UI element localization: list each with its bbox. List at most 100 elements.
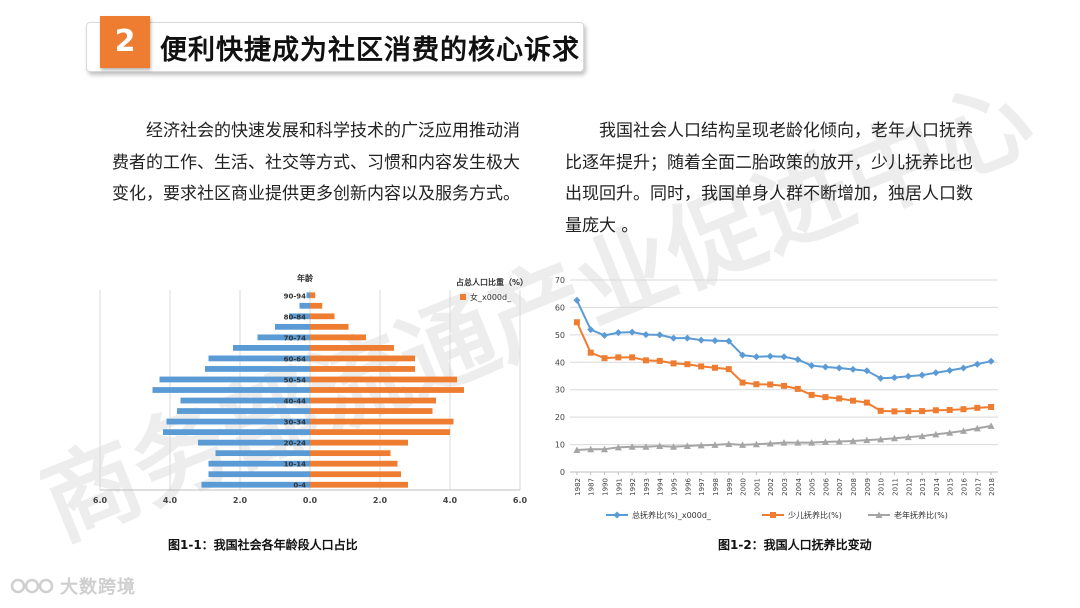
line-chart-point (698, 363, 705, 370)
line-chart-point (753, 381, 760, 388)
pyramid-bar-female (310, 387, 464, 393)
line-chart-x-tick-label: 1996 (684, 477, 692, 495)
pyramid-bar-male (177, 408, 310, 414)
pyramid-bar-female (310, 313, 335, 320)
line-chart-point (684, 361, 691, 368)
line-chart-point (656, 331, 664, 339)
line-chart-point (960, 406, 967, 413)
line-chart-x-tick-label: 2015 (947, 478, 955, 496)
line-chart-x-tick-label: 2017 (974, 478, 982, 496)
line-chart-x-tick-label: 1999 (726, 478, 734, 496)
pyramid-x-tick-label: 2.0 (233, 496, 248, 505)
line-chart-point (794, 356, 802, 364)
line-chart-point (890, 434, 898, 442)
pyramid-bar-male (166, 418, 310, 425)
pyramid-y-tick-label: 70-74 (284, 334, 307, 342)
line-chart-point (725, 440, 733, 448)
line-chart-point (739, 351, 747, 359)
line-chart-point (877, 407, 884, 414)
line-chart-point (877, 435, 885, 443)
line-chart-y-tick-label: 70 (555, 276, 565, 285)
line-chart-point (711, 441, 719, 448)
pyramid-bar-male (257, 334, 310, 341)
line-chart-point (642, 357, 649, 364)
pyramid-y-tick-label: 60-64 (284, 355, 307, 363)
pyramid-y-tick-label: 90-94 (284, 292, 307, 300)
line-chart-point (877, 374, 885, 382)
line-chart-legend-label: 老年抚养比(%) (894, 510, 948, 520)
line-chart-point (767, 381, 774, 388)
line-chart-point (863, 436, 871, 444)
line-chart-x-tick-label: 2009 (864, 478, 872, 496)
pyramid-legend-title: 占总人口比重（%） (456, 277, 528, 287)
pyramid-bar-female (310, 397, 436, 404)
line-chart-point (725, 337, 733, 345)
pyramid-y-tick-label: 30-34 (284, 419, 307, 427)
paragraph-right: 我国社会人口结构呈现老龄化倾向，老年人口抚养比逐年提升；随着全面二胎政策的放开，… (565, 121, 973, 236)
line-chart-point (904, 372, 912, 380)
pyramid-x-tick-label: 0.0 (303, 496, 318, 505)
line-chart-point (670, 334, 678, 342)
pyramid-bar-female (310, 418, 454, 425)
line-chart-point (656, 357, 663, 364)
pyramid-x-tick-label: 4.0 (163, 496, 178, 505)
dependency-ratio-line-chart: 0 10 20 30 40 50 60 70 1982 1987 1990 1991 1992 1993 1… (555, 276, 998, 520)
line-chart-x-tick-label: 1982 (574, 478, 582, 496)
brand-logo-icon (10, 578, 54, 594)
line-chart-point (959, 427, 967, 434)
pyramid-bar-male (299, 302, 310, 309)
pyramid-bar-male (208, 460, 310, 467)
line-chart-point (587, 445, 595, 453)
line-chart-x-tick-label: 2002 (767, 478, 775, 496)
line-chart-point (587, 349, 594, 356)
line-chart-point (683, 334, 691, 342)
line-chart-x-tick-label: 1997 (698, 478, 706, 496)
line-chart-x-tick-label: 2008 (850, 478, 858, 496)
line-chart-point (932, 369, 940, 377)
line-chart-y-tick-label: 40 (555, 358, 565, 367)
line-chart-legend-marker (770, 512, 776, 518)
line-chart-point (615, 354, 622, 361)
line-chart-point (987, 422, 995, 429)
pyramid-legend-entry: 女_x000d_ (470, 292, 512, 302)
pyramid-x-tick-label: 6.0 (93, 496, 108, 505)
line-chart-x-tick-label: 2003 (781, 478, 789, 496)
line-chart-x-tick-label: 2016 (960, 477, 968, 495)
pyramid-y-tick-label: 10-14 (284, 461, 307, 469)
line-chart-y-tick-label: 30 (555, 386, 565, 395)
pyramid-bar-male (233, 345, 310, 351)
line-chart-x-tick-label: 1998 (712, 478, 720, 496)
pyramid-bar-male (289, 313, 310, 320)
line-chart-point (628, 328, 636, 336)
line-chart-point (711, 337, 719, 345)
pyramid-bar-male (306, 292, 310, 299)
line-chart-point (808, 391, 815, 398)
line-chart-point (670, 443, 678, 450)
line-chart-x-tick-label: 2011 (891, 478, 899, 496)
pyramid-y-tick-label: 40-44 (284, 398, 307, 406)
pyramid-y-tick-label: 80-84 (284, 313, 307, 321)
pyramid-bar-male (198, 439, 310, 446)
line-chart-point (766, 439, 774, 447)
line-chart-point (601, 355, 608, 362)
pyramid-bar-female (310, 429, 450, 435)
pyramid-x-tick-label: 2.0 (373, 496, 388, 505)
line-chart-point (629, 354, 636, 361)
pyramid-bar-male (152, 387, 310, 393)
line-chart-x-tick-label: 2010 (878, 478, 886, 496)
line-chart-point (752, 353, 760, 361)
line-chart-x-tick-label: 2007 (836, 478, 844, 496)
pyramid-bar-male (275, 323, 310, 330)
line-chart-x-tick-label: 2014 (933, 477, 941, 495)
pyramid-bar-female (310, 408, 433, 414)
pyramid-bar-female (310, 450, 391, 457)
line-chart-y-tick-label: 60 (555, 303, 565, 312)
line-chart-point (587, 326, 595, 334)
line-chart-point (959, 364, 967, 372)
line-chart-x-tick-label: 2012 (905, 478, 913, 496)
line-chart-legend-marker (613, 511, 621, 519)
line-chart-x-tick-label: 1987 (588, 478, 596, 496)
line-chart-point (836, 395, 843, 402)
caption-figure-1-1: 图1-1：我国社会各年龄段人口占比 (168, 538, 358, 552)
line-chart-point (808, 439, 816, 446)
